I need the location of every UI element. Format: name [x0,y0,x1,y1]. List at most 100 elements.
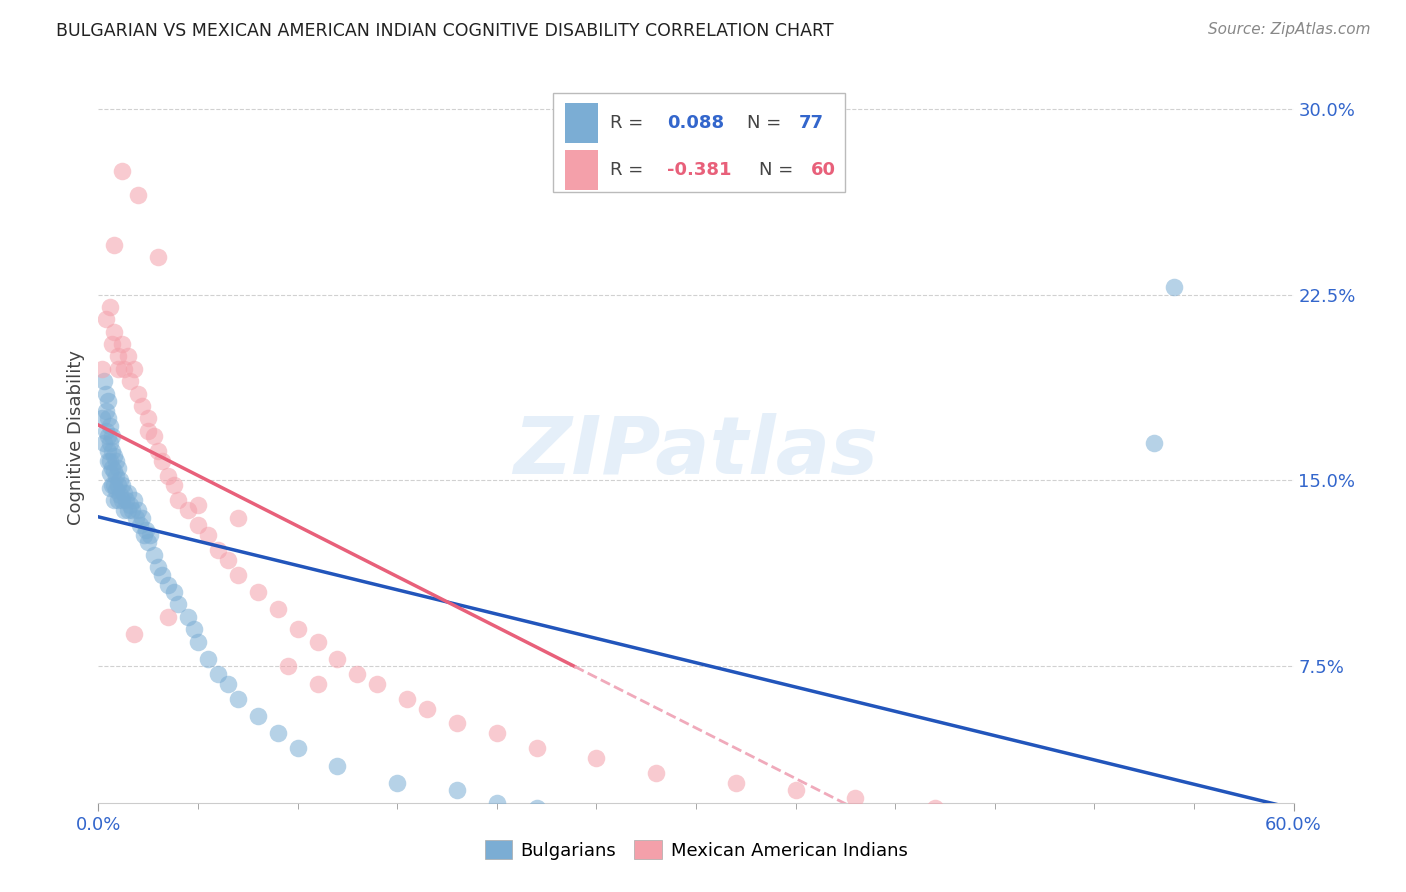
Point [217,677,239,691]
Point [117,350,139,364]
Point [1163,821,1185,835]
Point [107,350,129,364]
Point [91,411,114,425]
Point [136,535,159,549]
Point [117,486,139,500]
Legend: Bulgarians, Mexican American Indians: Bulgarians, Mexican American Indians [477,833,915,867]
Point [98,481,122,495]
Point [101,443,124,458]
Point [120,498,142,512]
Point [91,362,114,376]
Point [143,548,166,562]
Point [98,453,122,467]
Point [1143,436,1166,450]
Point [307,677,329,691]
Point [526,801,548,815]
Point [226,510,249,524]
Point [101,337,124,351]
Point [167,493,190,508]
Point [346,666,368,681]
Point [267,726,290,740]
Point [101,478,124,492]
Point [107,461,129,475]
Point [585,751,607,765]
Point [103,238,125,252]
Text: ZIPatlas: ZIPatlas [513,413,879,491]
Point [131,510,153,524]
Point [98,436,122,450]
Text: Source: ZipAtlas.com: Source: ZipAtlas.com [1208,22,1371,37]
Point [226,691,249,706]
Point [326,652,349,666]
Point [111,337,134,351]
Point [139,528,162,542]
Point [125,510,148,524]
Point [157,468,180,483]
Point [183,622,205,636]
Point [96,404,118,418]
Point [148,560,170,574]
Point [226,567,249,582]
Point [97,429,120,443]
Point [136,411,159,425]
Point [103,493,125,508]
Point [217,553,239,567]
Point [585,808,607,822]
Point [121,503,143,517]
Point [844,790,866,805]
Point [124,627,146,641]
Point [148,250,170,264]
Text: BULGARIAN VS MEXICAN AMERICAN INDIAN COGNITIVE DISABILITY CORRELATION CHART: BULGARIAN VS MEXICAN AMERICAN INDIAN COG… [56,22,834,40]
Point [129,518,152,533]
Point [177,610,200,624]
Point [98,418,122,433]
Point [326,758,349,772]
Point [645,815,668,830]
Point [150,567,173,582]
FancyBboxPatch shape [553,94,845,192]
Point [1202,825,1225,839]
Point [207,666,229,681]
Point [112,486,135,500]
Point [645,766,668,780]
Point [207,542,229,557]
Point [143,429,166,443]
Point [446,716,468,731]
Point [167,598,190,612]
Point [107,493,129,508]
Point [97,411,120,425]
Point [148,443,170,458]
Point [110,474,132,488]
Point [785,783,807,797]
Text: R =: R = [610,161,650,179]
Point [187,634,209,648]
Text: 0.088: 0.088 [668,114,724,132]
Point [111,478,134,492]
Point [287,741,309,756]
Point [446,783,468,797]
Point [105,453,128,467]
Point [135,523,157,537]
Point [103,478,125,492]
Point [1163,280,1185,294]
Point [117,503,139,517]
Point [396,691,419,706]
Point [485,726,508,740]
Point [127,386,149,401]
Point [1004,808,1026,822]
FancyBboxPatch shape [565,103,598,143]
Point [134,528,156,542]
Point [110,488,132,502]
Point [187,518,209,533]
Point [1083,815,1105,830]
Point [115,493,138,508]
Point [105,468,128,483]
Point [101,461,124,475]
Point [103,449,125,463]
Point [112,362,135,376]
Point [105,483,128,498]
Point [93,374,115,388]
Point [112,503,135,517]
Point [97,443,120,458]
Point [385,776,409,790]
